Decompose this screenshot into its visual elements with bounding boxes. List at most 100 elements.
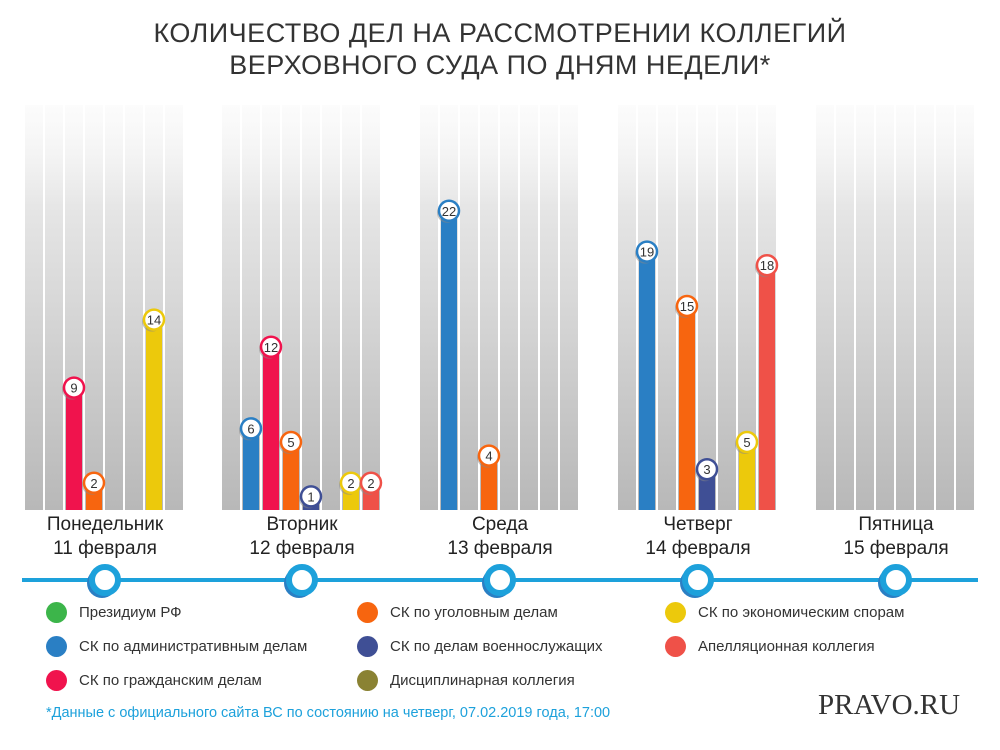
background-stripe (618, 105, 636, 510)
legend-label: СК по экономическим спорам (698, 604, 905, 621)
legend-label: СК по делам военнослужащих (390, 638, 603, 655)
legend-item: Апелляционная коллегия (665, 636, 875, 657)
title-line-1: КОЛИЧЕСТВО ДЕЛ НА РАССМОТРЕНИИ КОЛЛЕГИЙ (153, 18, 847, 48)
data-label: 6 (247, 421, 254, 436)
value-badge (239, 417, 263, 440)
legend-label: СК по гражданским делам (79, 672, 262, 689)
background-stripe (718, 105, 736, 510)
background-stripe (222, 105, 240, 510)
data-label: 22 (442, 204, 456, 219)
timeline-node (484, 564, 516, 596)
value-badge (62, 376, 86, 399)
background-stripe (105, 105, 123, 510)
legend-swatch-icon (46, 670, 67, 691)
data-label: 12 (264, 340, 278, 355)
data-label: 2 (90, 476, 97, 491)
bar (639, 251, 655, 510)
legend-swatch-icon (357, 602, 378, 623)
bar (283, 442, 299, 510)
value-badge (142, 308, 166, 331)
background-stripe (480, 105, 498, 510)
value-badge (675, 294, 699, 318)
background-stripe (856, 105, 874, 510)
background-stripe (560, 105, 578, 510)
title-line-2: ВЕРХОВНОГО СУДА ПО ДНЯМ НЕДЕЛИ* (229, 50, 771, 80)
bar (66, 387, 82, 510)
value-badge (279, 430, 303, 454)
value-badge (259, 335, 283, 359)
footnote: *Данные с официального сайта ВС по состо… (46, 705, 611, 721)
background-stripe (896, 105, 914, 510)
background-stripe (302, 105, 320, 510)
background-stripe (836, 105, 854, 510)
data-label: 19 (640, 245, 654, 260)
day-date: 15 февраля (843, 538, 949, 559)
day-name: Понедельник (46, 514, 164, 535)
timeline-node (89, 564, 121, 596)
timeline-node (880, 564, 912, 596)
bar (146, 319, 162, 510)
value-badge (359, 471, 383, 495)
timeline-node (286, 564, 318, 596)
day-date: 13 февраля (447, 538, 553, 559)
day-label: Понедельник 11 февраля (5, 513, 205, 561)
bar (679, 306, 695, 510)
background-stripe (25, 105, 43, 510)
day-label: Пятница 15 февраля (796, 513, 996, 561)
data-label: 9 (70, 381, 77, 396)
data-label: 1 (307, 489, 314, 504)
background-stripe (362, 105, 380, 510)
day-date: 12 февраля (249, 538, 355, 559)
background-stripe (936, 105, 954, 510)
legend-swatch-icon (46, 602, 67, 623)
legend-swatch-icon (665, 636, 686, 657)
legend-label: СК по административным делам (79, 638, 308, 655)
background-stripe (540, 105, 558, 510)
pravo-logo: PRAVO.RU (818, 689, 961, 721)
background-stripe (876, 105, 894, 510)
day-label: Четверг 14 февраля (598, 513, 798, 561)
data-label: 4 (485, 449, 492, 464)
legend-label: Апелляционная коллегия (698, 638, 875, 655)
legend-swatch-icon (665, 602, 686, 623)
legend-label: Дисциплинарная коллегия (390, 672, 575, 689)
data-label: 2 (367, 476, 374, 491)
legend-swatch-icon (357, 636, 378, 657)
data-label: 5 (743, 435, 750, 450)
day-name: Пятница (858, 514, 934, 535)
legend-item: СК по уголовным делам (357, 602, 558, 623)
legend-swatch-icon (46, 636, 67, 657)
data-label: 14 (147, 313, 161, 328)
background-stripe (816, 105, 834, 510)
background-stripe (916, 105, 934, 510)
day-name: Среда (471, 514, 529, 535)
bar (759, 265, 775, 510)
day-name: Вторник (266, 514, 338, 535)
legend-item: СК по экономическим спорам (665, 602, 904, 623)
value-badge (477, 444, 501, 467)
background-stripe (242, 105, 260, 510)
background-stripe (165, 105, 183, 510)
value-badge (755, 253, 779, 277)
legend-label: Президиум РФ (79, 604, 182, 621)
background-stripe (420, 105, 438, 510)
bar (739, 442, 755, 510)
background-stripe (658, 105, 676, 510)
value-badge (695, 457, 719, 481)
value-badge (82, 471, 106, 495)
day-date: 11 февраля (53, 538, 157, 559)
background-stripe (85, 105, 103, 510)
timeline-node (682, 564, 714, 596)
bar (441, 210, 457, 511)
legend-item: СК по делам военнослужащих (357, 636, 602, 657)
legend-item: СК по гражданским делам (46, 670, 262, 691)
value-badge (635, 240, 659, 263)
background-stripe (500, 105, 518, 510)
data-label: 15 (680, 299, 694, 314)
background-stripe (460, 105, 478, 510)
background-stripe (322, 105, 340, 510)
data-label: 2 (347, 476, 354, 491)
background-stripe (45, 105, 63, 510)
day-label: Вторник 12 февраля (202, 513, 402, 561)
